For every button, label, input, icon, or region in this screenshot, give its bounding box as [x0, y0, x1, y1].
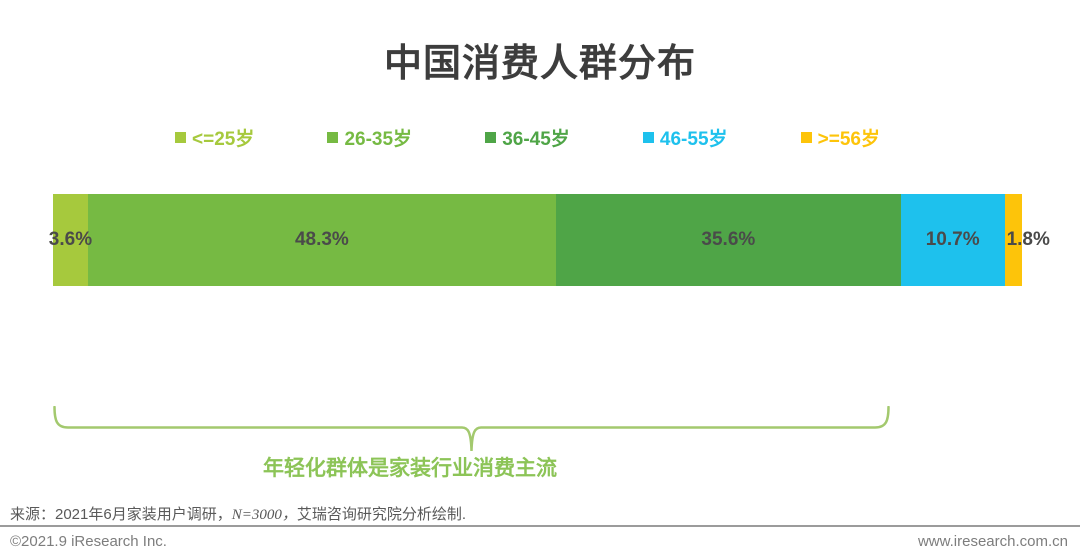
legend-item-4: >=56岁 [800, 124, 880, 151]
annotation-text: 年轻化群体是家装行业消费主流 [263, 457, 557, 480]
source-note-suffix: 艾瑞咨询研究院分析绘制. [296, 506, 467, 523]
bar-segment-label: 3.6% [48, 229, 93, 250]
legend-swatch [175, 132, 186, 143]
legend-label: 36-45岁 [502, 129, 570, 150]
source-note: 来源：2021年6月家装用户调研，N=3000，艾瑞咨询研究院分析绘制. [10, 503, 466, 524]
brace-path [53, 406, 890, 452]
bar-segment-4: 1.8% [1004, 194, 1050, 286]
legend-swatch [642, 132, 654, 143]
bar-segment-label: 10.7% [925, 229, 980, 250]
bar-segment-2: 35.6% [555, 194, 901, 286]
source-note-sample-size: N=3000， [231, 507, 297, 523]
source-note-prefix: 来源：2021年6月家装用户调研， [10, 506, 232, 523]
chart-legend: <=25岁 26-35岁 36-45岁 46-55岁 >=56岁 [175, 124, 880, 151]
footer-divider [0, 525, 1080, 527]
bar-segment-1: 48.3% [87, 194, 556, 286]
legend-item-2: 36-45岁 [485, 124, 570, 151]
website-url: www.iresearch.com.cn [917, 533, 1068, 550]
bar-segment-0: 3.6% [49, 194, 92, 286]
chart-title: 中国消费人群分布 [383, 43, 696, 85]
brace-bracket [53, 406, 890, 452]
bar-segment-label: 48.3% [294, 229, 349, 250]
legend-item-0: <=25岁 [175, 124, 254, 151]
copyright-text: ©2021.9 iResearch Inc. [10, 533, 167, 550]
bar-segment-label: 35.6% [701, 229, 756, 250]
legend-swatch [485, 132, 497, 143]
legend-label: >=56岁 [817, 129, 880, 150]
stacked-bar: 3.6% 48.3% 35.6% 10.7% 1.8% [49, 194, 1050, 286]
legend-item-3: 46-55岁 [642, 124, 728, 151]
legend-label: 26-35岁 [344, 129, 413, 150]
legend-label: <=25岁 [192, 129, 255, 150]
bar-segment-label: 1.8% [1006, 229, 1050, 250]
legend-swatch [327, 132, 339, 143]
legend-label: 46-55岁 [659, 129, 728, 150]
legend-item-1: 26-35岁 [327, 124, 412, 151]
bar-segment-3: 10.7% [900, 194, 1005, 286]
legend-swatch [800, 132, 812, 143]
